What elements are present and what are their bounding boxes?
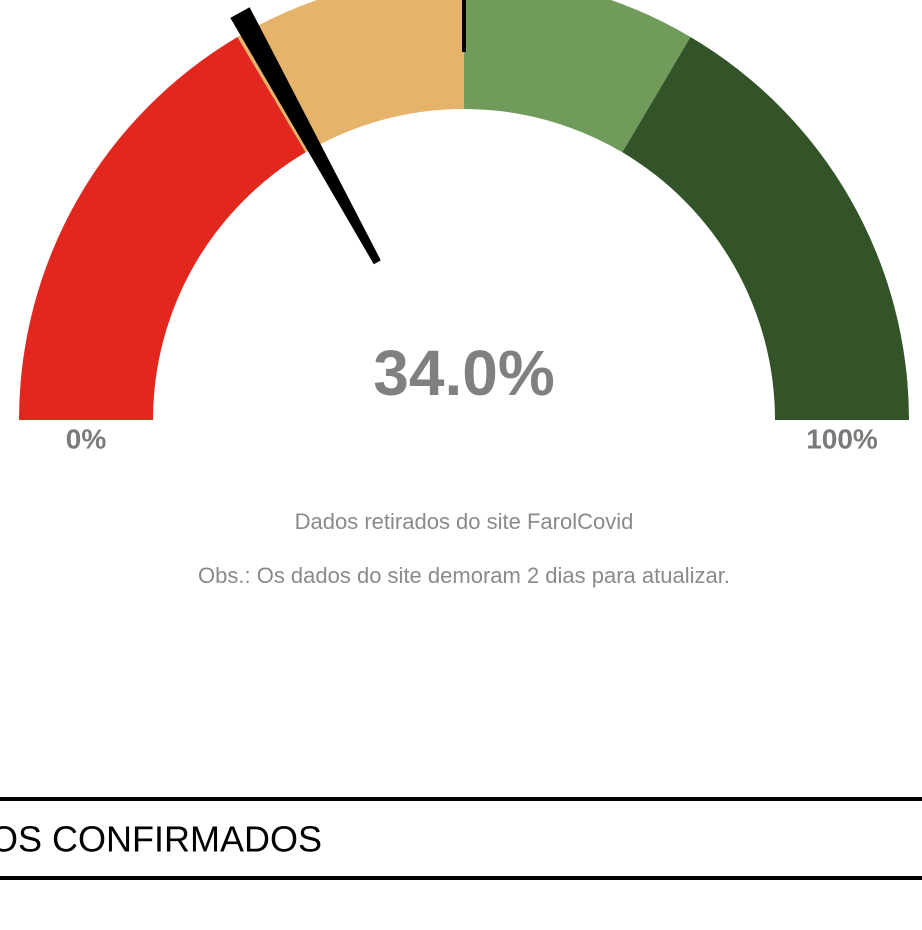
gauge-value: 34.0% (373, 337, 554, 409)
gauge-band (622, 36, 909, 421)
gauge-tick-label: 0% (66, 423, 107, 454)
gauge-tick-label: 100% (806, 423, 878, 454)
section-title: OS CONFIRMADOS (0, 819, 322, 860)
gauge-band (19, 36, 306, 421)
note: Dados retirados do site FarolCovid (295, 509, 634, 534)
note: Obs.: Os dados do site demoram 2 dias pa… (198, 563, 730, 588)
gauge-band (464, 0, 691, 153)
gauge-needle (230, 7, 381, 265)
